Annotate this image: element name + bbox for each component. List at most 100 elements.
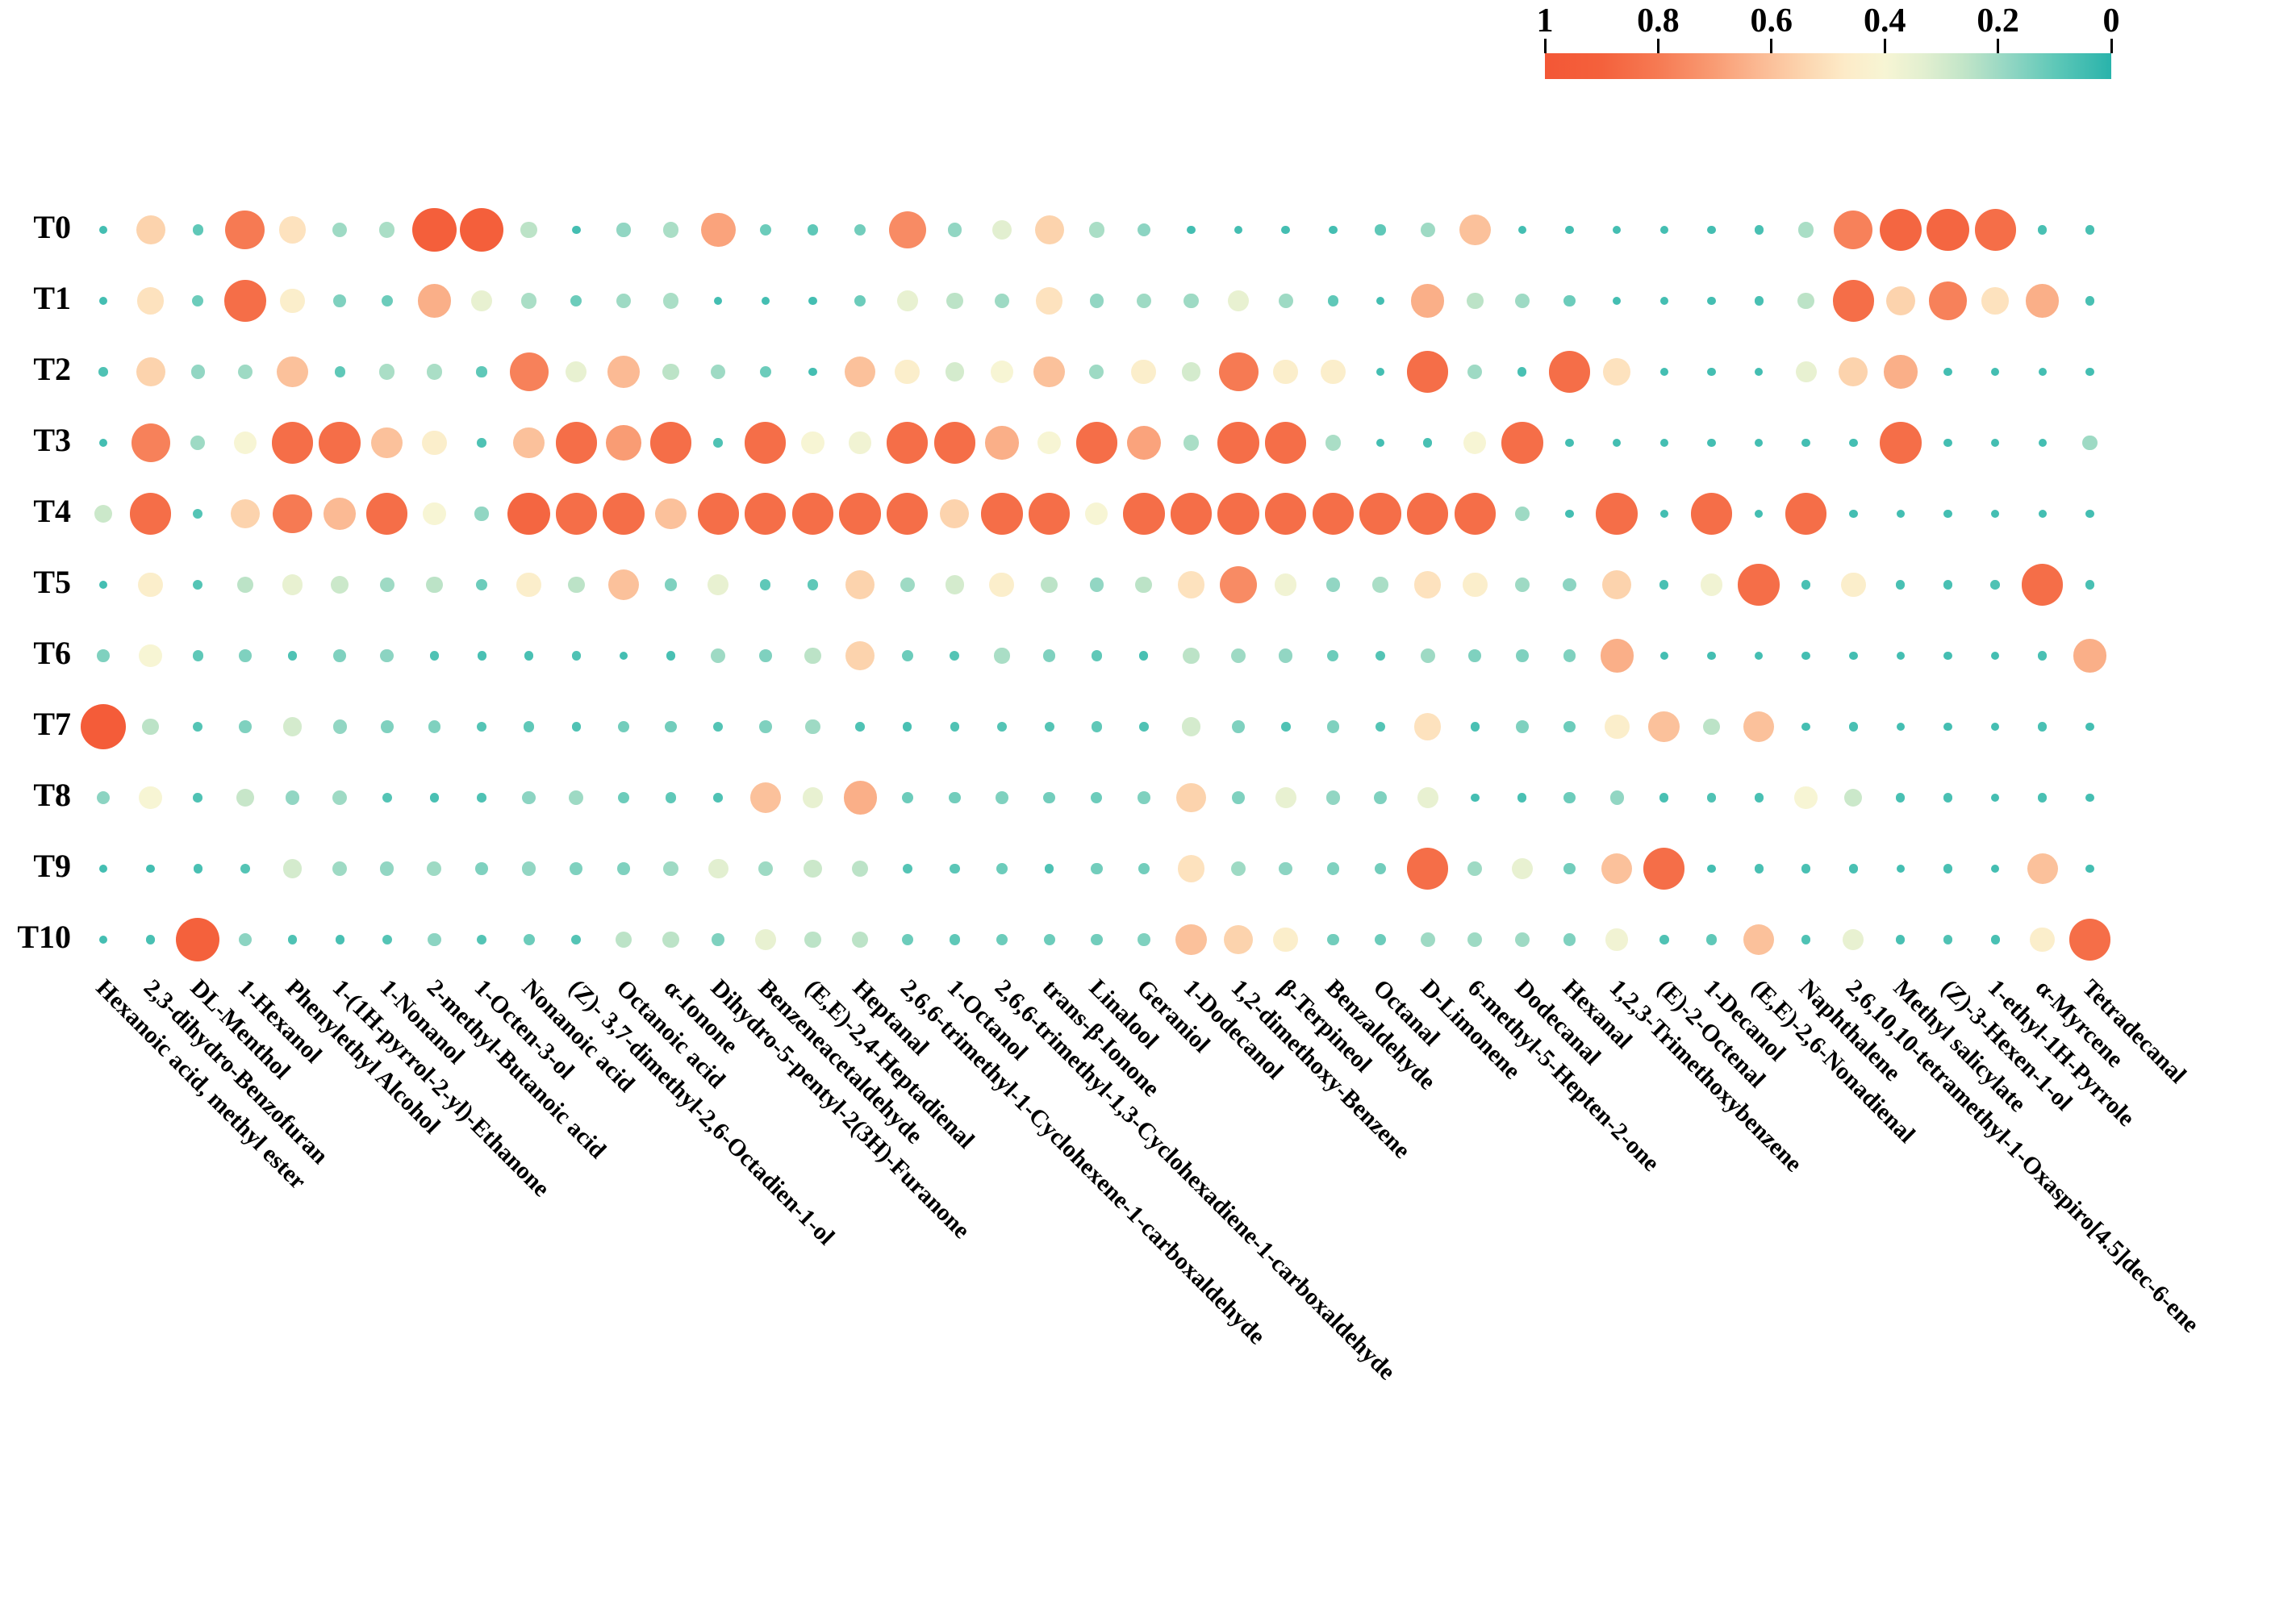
- bubble-T3-c35: [1707, 438, 1716, 448]
- bubble-T10-c42: [2030, 927, 2056, 953]
- bubble-T6-c29: [1420, 648, 1435, 664]
- bubble-T8-c38: [1844, 788, 1863, 807]
- bubble-T8-c21: [1043, 791, 1055, 804]
- bubble-T9-c33: [1601, 853, 1633, 885]
- bubble-T4-c33: [1596, 493, 1638, 535]
- bubble-T10-c11: [571, 934, 582, 945]
- bubble-T5-c24: [1177, 571, 1205, 598]
- bubble-T10-c25: [1224, 924, 1254, 955]
- bubble-T6-c42: [2038, 651, 2048, 661]
- bubble-T4-c25: [1217, 493, 1259, 535]
- bubble-T10-c16: [804, 931, 821, 949]
- bubble-T6-c32: [1563, 649, 1576, 662]
- bubble-T5-c27: [1325, 578, 1340, 592]
- bubble-T7-c36: [1743, 711, 1775, 743]
- bubble-T1-c13: [662, 293, 679, 309]
- bubble-T4-c35: [1690, 493, 1733, 535]
- bubble-T4-c30: [1454, 493, 1496, 535]
- bubble-T2-c41: [1990, 367, 2000, 377]
- bubble-T0-c41: [1974, 209, 2016, 251]
- bubble-T10-c31: [1514, 932, 1530, 948]
- bubble-T8-c19: [949, 791, 961, 804]
- bubble-T7-c28: [1375, 721, 1386, 732]
- bubble-T5-c17: [845, 569, 875, 600]
- bubble-T2-c6: [334, 366, 345, 377]
- bubble-T4-c14: [697, 493, 739, 535]
- bubble-T7-c21: [1044, 721, 1054, 732]
- bubble-T2-c22: [1089, 364, 1104, 380]
- bubble-T2-c4: [237, 364, 253, 380]
- bubble-T2-c12: [607, 356, 640, 388]
- bubble-T4-c10: [507, 492, 551, 536]
- bubble-T7-c26: [1280, 722, 1291, 732]
- bubble-T0-c2: [136, 215, 165, 245]
- bubble-T8-c39: [1896, 793, 1906, 803]
- bubble-T9-c23: [1138, 862, 1150, 875]
- bubble-T4-c6: [324, 498, 356, 530]
- bubble-T9-c20: [996, 862, 1008, 875]
- bubble-T10-c43: [2068, 919, 2111, 961]
- bubble-T0-c33: [1612, 225, 1622, 235]
- bubble-T3-c34: [1659, 438, 1669, 448]
- bubble-T9-c19: [950, 863, 960, 874]
- colorbar-tick-label: 0.2: [1977, 2, 2019, 40]
- bubble-T8-c25: [1232, 791, 1245, 804]
- bubble-T6-c37: [1801, 651, 1810, 661]
- bubble-T0-c5: [278, 216, 307, 244]
- bubble-T6-c30: [1468, 649, 1482, 662]
- bubble-T2-c9: [476, 366, 487, 377]
- bubble-T4-c32: [1565, 509, 1574, 519]
- bubble-T8-c11: [569, 790, 584, 806]
- bubble-T2-c20: [990, 360, 1014, 384]
- bubble-T6-c35: [1707, 651, 1716, 661]
- bubble-T10-c29: [1420, 932, 1435, 948]
- bubble-T2-c2: [136, 357, 165, 387]
- bubble-T9-c9: [475, 862, 488, 875]
- bubble-T4-c20: [981, 493, 1023, 535]
- bubble-T7-c18: [903, 722, 912, 732]
- bubble-T0-c6: [332, 222, 348, 238]
- bubble-T8-c4: [236, 789, 254, 807]
- row-label-T7: T7: [33, 706, 71, 742]
- bubble-T9-c31: [1511, 858, 1533, 879]
- bubble-T9-c1: [98, 864, 108, 874]
- bubble-T6-c5: [287, 651, 298, 661]
- bubble-T8-c18: [901, 791, 913, 804]
- bubble-T9-c27: [1326, 862, 1340, 875]
- bubble-T2-c11: [566, 361, 587, 382]
- bubble-T9-c43: [2085, 864, 2094, 874]
- bubble-T2-c13: [662, 363, 679, 381]
- row-label-T8: T8: [33, 777, 71, 813]
- bubble-T3-c26: [1265, 422, 1307, 464]
- bubble-T1-c5: [280, 288, 305, 314]
- bubble-T9-c13: [663, 861, 678, 877]
- bubble-T0-c11: [572, 225, 581, 235]
- bubble-T6-c43: [2073, 639, 2107, 673]
- bubble-T1-c29: [1411, 284, 1445, 318]
- colorbar-tick-label: 0: [2102, 2, 2120, 40]
- bubble-T10-c36: [1743, 924, 1775, 956]
- bubble-T7-c15: [758, 720, 772, 733]
- bubble-T5-c1: [98, 580, 108, 590]
- bubble-T3-c20: [985, 426, 1019, 460]
- bubble-T6-c4: [239, 649, 252, 662]
- bubble-T3-c24: [1183, 435, 1200, 451]
- bubble-T1-c17: [854, 294, 866, 307]
- bubble-T10-c2: [146, 935, 156, 944]
- bubble-T4-c15: [745, 493, 787, 535]
- bubble-T7-c25: [1232, 720, 1245, 733]
- bubble-T2-c24: [1181, 362, 1201, 382]
- bubble-T6-c38: [1849, 651, 1858, 661]
- bubble-T3-c28: [1376, 438, 1385, 448]
- bubble-T3-c14: [713, 438, 723, 448]
- bubble-T3-c7: [371, 427, 403, 459]
- bubble-T4-c38: [1849, 509, 1858, 519]
- bubble-T0-c38: [1834, 211, 1873, 249]
- bubble-T2-c23: [1131, 359, 1157, 385]
- bubble-T4-c8: [423, 502, 446, 526]
- bubble-T7-c29: [1413, 713, 1442, 740]
- bubble-T9-c5: [282, 859, 303, 878]
- bubble-T4-c5: [273, 494, 312, 534]
- bubble-T10-c20: [996, 933, 1008, 946]
- bubble-T10-c32: [1563, 933, 1576, 946]
